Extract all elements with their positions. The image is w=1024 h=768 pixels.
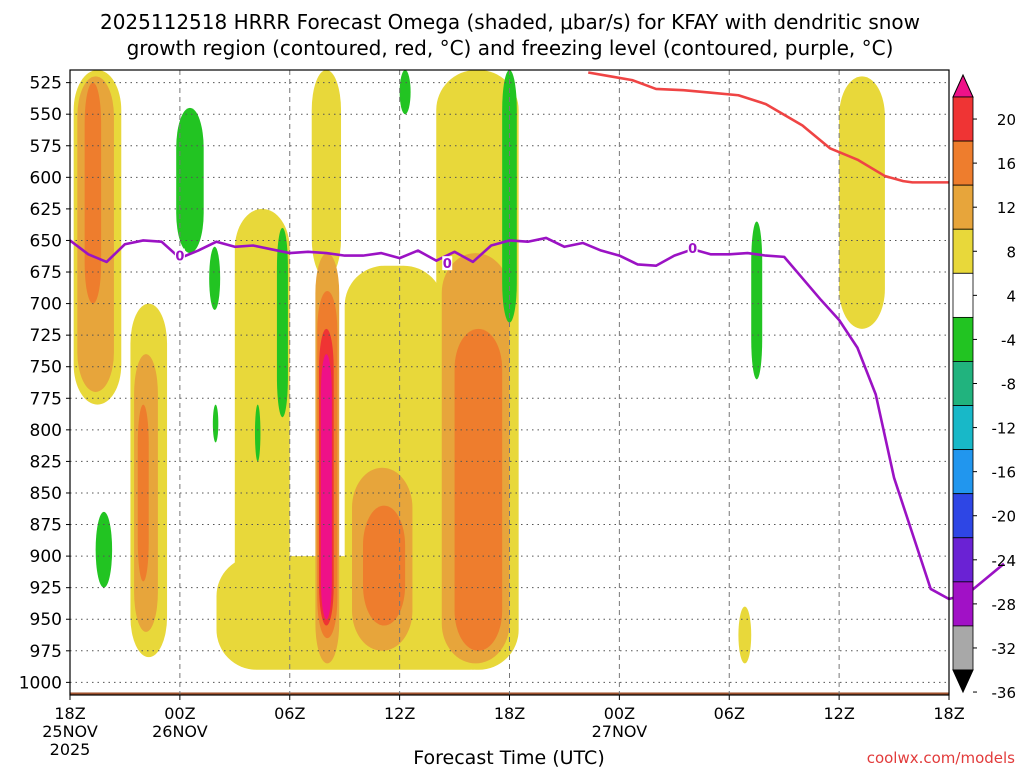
colorbar-label-3: 12 xyxy=(997,199,1016,217)
freezing-label-bg-2 xyxy=(442,256,453,271)
colorbar-label-9: -16 xyxy=(992,464,1017,482)
colorbar-bin-5 xyxy=(952,272,974,318)
colorbar-bin-1 xyxy=(952,96,974,142)
dendritic-growth-contour xyxy=(588,71,949,184)
colorbar-label-1: 20 xyxy=(997,111,1016,129)
y-tick-label-825: 825 xyxy=(30,452,62,472)
x-tick-label-0: 18Z xyxy=(54,704,85,723)
colorbar-bin-2 xyxy=(952,140,974,186)
y-tick-label-650: 650 xyxy=(30,231,62,251)
omega-region-6 xyxy=(839,76,885,329)
colorbar-bin-11 xyxy=(952,537,974,583)
x-tick-date-1: 26NOV xyxy=(152,722,208,741)
colorbar-bin-12 xyxy=(952,581,974,627)
omega-region-9 xyxy=(738,606,752,664)
y-tick-label-875: 875 xyxy=(30,516,62,536)
omega-shading xyxy=(73,70,885,670)
x-tick-date-5: 27NOV xyxy=(592,722,648,741)
grid xyxy=(70,70,949,695)
omega-region-30 xyxy=(254,404,261,462)
colorbar-label-14: -36 xyxy=(992,684,1017,702)
omega-colorbar: 20 16 12 8 4 -4 -8 -12 -16 -20 -24 -28 -32 -36 xyxy=(952,73,1017,702)
colorbar-top-arrow xyxy=(952,73,974,98)
y-tick-label-1000: 1000 xyxy=(19,673,62,693)
y-tick-label-550: 550 xyxy=(30,105,62,125)
colorbar-label-12: -28 xyxy=(992,596,1017,614)
omega-region-29 xyxy=(212,404,219,443)
x-tick-label-4: 18Z xyxy=(494,704,525,723)
y-tick-label-925: 925 xyxy=(30,579,62,599)
x-tick-label-5: 00Z xyxy=(604,704,635,723)
omega-region-18 xyxy=(454,328,503,651)
colorbar-label-13: -32 xyxy=(992,640,1017,658)
freezing-level-label-2: 0 xyxy=(443,257,452,272)
colorbar-label-7: -8 xyxy=(1001,376,1016,394)
omega-region-7 xyxy=(234,208,290,632)
colorbar-label-11: -24 xyxy=(992,552,1017,570)
y-tick-label-950: 950 xyxy=(30,610,62,630)
omega-region-16 xyxy=(137,404,149,582)
y-tick-label-800: 800 xyxy=(30,421,62,441)
x-tick-year-0: 2025 xyxy=(50,740,91,759)
freezing-level-contour xyxy=(69,236,1005,601)
colorbar-label-5: 4 xyxy=(1006,287,1016,305)
colorbar-bin-10 xyxy=(952,493,974,539)
freezing-level-label-3: 0 xyxy=(688,242,697,257)
y-tick-label-700: 700 xyxy=(30,295,62,315)
omega-region-28 xyxy=(399,70,411,115)
y-tick-label-900: 900 xyxy=(30,547,62,567)
colorbar-bin-13 xyxy=(952,625,974,671)
credit-text: coolwx.com/models xyxy=(867,749,1015,767)
omega-region-21 xyxy=(320,354,332,620)
y-tick-label-775: 775 xyxy=(30,389,62,409)
x-tick-label-6: 06Z xyxy=(714,704,745,723)
y-tick-label-750: 750 xyxy=(30,358,62,378)
y-tick-label-675: 675 xyxy=(30,263,62,283)
chart-title-line-1: 2025112518 HRRR Forecast Omega (shaded, … xyxy=(100,10,920,34)
colorbar-bin-8 xyxy=(952,405,974,451)
omega-region-26 xyxy=(751,221,763,380)
y-tick-label-850: 850 xyxy=(30,484,62,504)
x-tick-label-3: 12Z xyxy=(384,704,415,723)
colorbar-label-8: -12 xyxy=(992,420,1017,438)
colorbar-bottom-arrow xyxy=(952,669,974,694)
colorbar-label-2: 16 xyxy=(997,155,1016,173)
colorbar-bin-4 xyxy=(952,228,974,274)
y-tick-label-725: 725 xyxy=(30,326,62,346)
omega-region-24 xyxy=(276,227,288,418)
colorbar-label-10: -20 xyxy=(992,508,1017,526)
colorbar-bin-7 xyxy=(952,361,974,406)
omega-region-15 xyxy=(84,82,102,304)
y-tick-label-625: 625 xyxy=(30,200,62,220)
colorbar-bin-6 xyxy=(952,316,974,362)
colorbar-label-4: 8 xyxy=(1006,243,1016,261)
y-tick-label-575: 575 xyxy=(30,137,62,157)
chart-title-line-2: growth region (contoured, red, °C) and f… xyxy=(127,36,894,60)
omega-region-3 xyxy=(311,70,342,279)
freezing-label-bg-1 xyxy=(174,248,185,263)
x-axis-title: Forecast Time (UTC) xyxy=(413,747,604,768)
colorbar-bin-9 xyxy=(952,449,974,495)
y-tick-label-600: 600 xyxy=(30,168,62,188)
omega-region-23 xyxy=(209,246,221,310)
colorbar-bin-3 xyxy=(952,184,974,230)
omega-region-22 xyxy=(176,107,204,254)
x-tick-label-2: 06Z xyxy=(274,704,305,723)
omega-region-27 xyxy=(95,511,113,588)
omega-region-19 xyxy=(363,505,406,626)
contours: 0 0 0 xyxy=(69,71,1005,601)
y-tick-label-525: 525 xyxy=(30,74,62,94)
x-tick-label-7: 12Z xyxy=(823,704,854,723)
x-tick-label-8: 18Z xyxy=(933,704,964,723)
colorbar-label-6: -4 xyxy=(1001,331,1016,349)
freezing-label-bg-3 xyxy=(687,241,698,256)
x-tick-date-0: 25NOV xyxy=(42,722,98,741)
freezing-level-label-1: 0 xyxy=(175,250,184,265)
y-axis: 525 550 575 600 625 650 675 700 725 750 775 800 825 8… xyxy=(19,74,70,693)
x-tick-label-1: 00Z xyxy=(164,704,195,723)
y-tick-label-975: 975 xyxy=(30,642,62,662)
